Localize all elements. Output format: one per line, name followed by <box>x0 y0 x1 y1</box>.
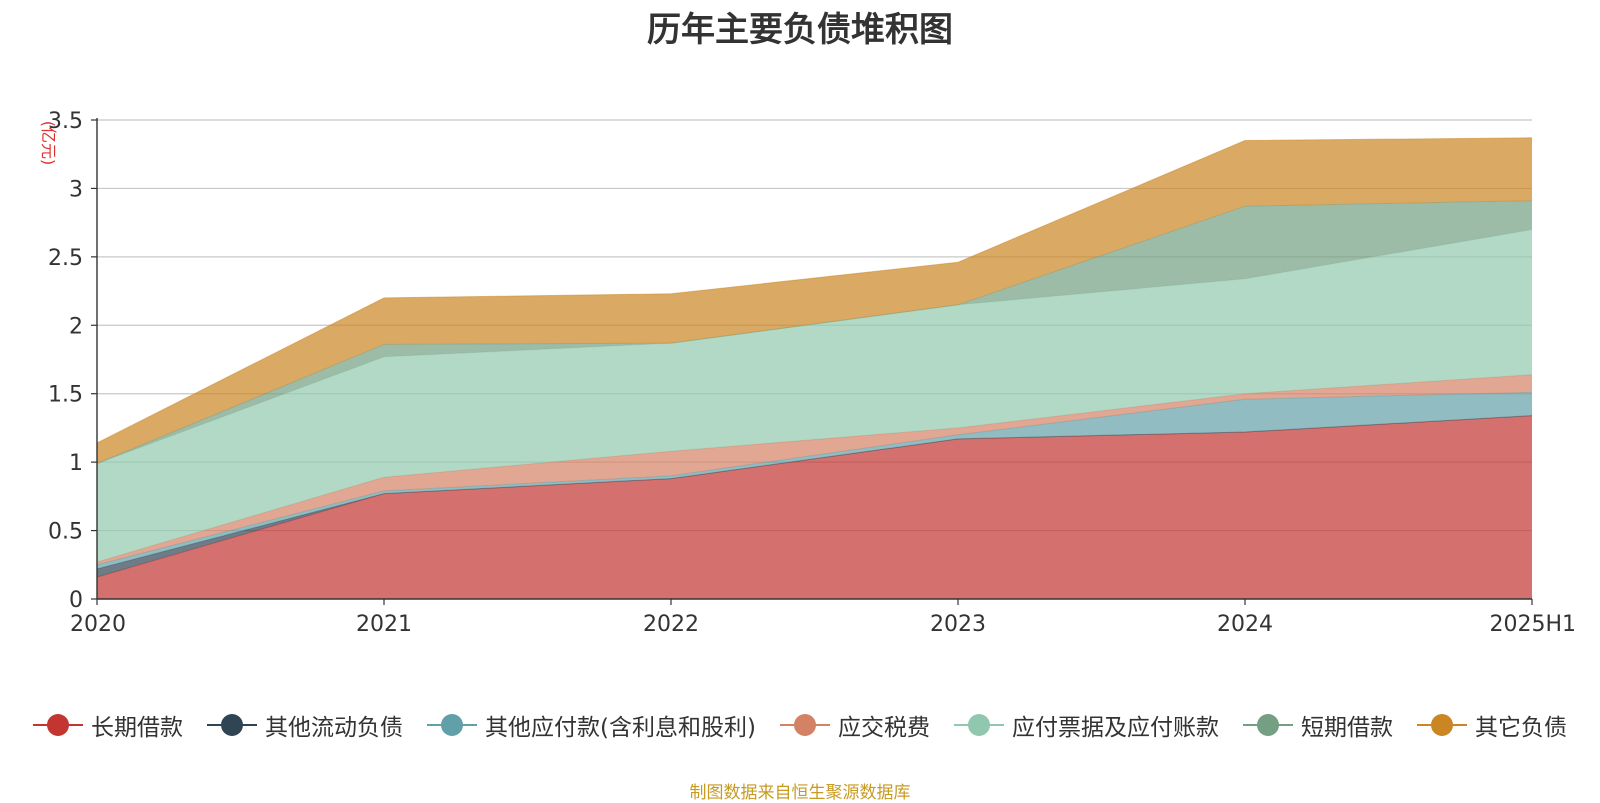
x-tick-label: 2024 <box>1217 612 1273 637</box>
legend-item-6[interactable]: 短期借款 <box>1242 708 1393 742</box>
legend-marker-icon <box>427 713 478 737</box>
legend-marker-icon <box>207 713 258 737</box>
area-series-1[interactable] <box>97 415 1532 599</box>
area-series-3[interactable] <box>97 392 1532 569</box>
y-tick-label: 2 <box>69 314 83 339</box>
legend-label: 其它负债 <box>1474 715 1567 741</box>
legend-item-2[interactable]: 其他流动负债 <box>207 708 403 742</box>
legend-item-1[interactable]: 长期借款 <box>33 708 183 742</box>
y-tick-label: 0.5 <box>48 520 83 545</box>
area-series-6[interactable] <box>97 200 1532 464</box>
legend-label: 短期借款 <box>1300 715 1393 741</box>
legend-label: 应付票据及应付账款 <box>1011 715 1219 741</box>
chart-title: 历年主要负债堆积图 <box>647 10 953 50</box>
legend-item-3[interactable]: 其他应付款(含利息和股利) <box>427 708 756 742</box>
legend-label: 长期借款 <box>91 715 184 741</box>
y-tick-label: 3 <box>69 177 83 202</box>
y-tick-label: 0 <box>69 588 83 613</box>
x-tick-label: 2020 <box>70 612 126 637</box>
legend-item-5[interactable]: 应付票据及应付账款 <box>953 708 1219 742</box>
legend-marker-icon <box>1416 713 1467 737</box>
y-tick-label: 2.5 <box>48 246 83 271</box>
x-tick-label: 2025H1 <box>1489 612 1576 637</box>
source-note: 制图数据来自恒生聚源数据库 <box>689 783 911 803</box>
series-line-7 <box>96 137 1533 444</box>
chart-legend: 长期借款 其他流动负债 其他应付款(含利息和股利) 应交税费 应付票据及应付账款 短期借款… <box>0 705 1600 745</box>
y-tick-label: 3.5 <box>48 109 83 134</box>
area-series-layer <box>96 137 1533 599</box>
axes: 0 0.5 1 1.5 2 2.5 3 3.5 2020 2021 2022 2023 2024 2025… <box>48 109 1576 637</box>
area-series-5[interactable] <box>97 229 1532 563</box>
y-tick-label: 1 <box>69 451 83 476</box>
area-series-7[interactable] <box>97 137 1532 464</box>
y-tick-label: 1.5 <box>48 383 83 408</box>
legend-item-7[interactable]: 其它负债 <box>1416 708 1567 742</box>
area-series-4[interactable] <box>97 374 1532 565</box>
legend-item-4[interactable]: 应交税费 <box>779 708 930 742</box>
legend-marker-icon <box>33 713 84 737</box>
y-axis-unit-label: (亿元) <box>39 121 58 166</box>
x-tick-label: 2021 <box>356 612 412 637</box>
legend-label: 其他应付款(含利息和股利) <box>485 715 756 741</box>
x-tick-label: 2023 <box>930 612 986 637</box>
legend-marker-icon <box>1242 713 1293 737</box>
legend-label: 应交税费 <box>837 715 930 741</box>
legend-label: 其他流动负债 <box>265 715 404 741</box>
legend-marker-icon <box>779 713 830 737</box>
x-tick-label: 2022 <box>643 612 699 637</box>
legend-marker-icon <box>953 713 1004 737</box>
